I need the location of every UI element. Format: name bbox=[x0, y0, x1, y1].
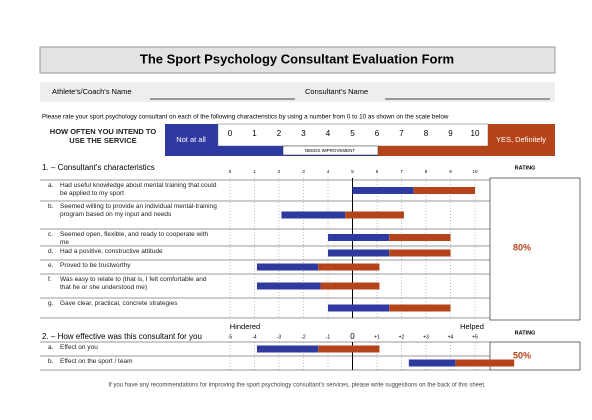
helped-label: Helped bbox=[460, 322, 484, 331]
scale-number: 10 bbox=[472, 169, 478, 174]
title: The Sport Psychology Consultant Evaluati… bbox=[140, 51, 454, 66]
item-text: Effect on you bbox=[60, 344, 98, 351]
item-text: Seemed willing to provide an individual … bbox=[60, 203, 217, 218]
scale-number: -2 bbox=[301, 334, 306, 340]
scale-number: 0 bbox=[350, 332, 355, 341]
item-text: Had a positive, constructive attitude bbox=[60, 248, 163, 255]
orange-range bbox=[389, 304, 451, 312]
orange-range bbox=[320, 282, 380, 290]
scale-number: 7 bbox=[400, 169, 403, 174]
title-box bbox=[39, 46, 556, 74]
name-box bbox=[40, 82, 555, 102]
low-box bbox=[165, 124, 218, 156]
scale-number: 10 bbox=[471, 129, 480, 138]
scale-number: -4 bbox=[252, 334, 257, 340]
item-letter: b. bbox=[48, 203, 54, 210]
scale-number: +5 bbox=[472, 334, 478, 340]
scale-number: +4 bbox=[448, 334, 454, 340]
rating: 50% bbox=[513, 350, 531, 360]
high-box bbox=[488, 124, 555, 156]
scale-number: 6 bbox=[375, 129, 380, 138]
scale-number: -1 bbox=[326, 334, 331, 340]
scale-number: 7 bbox=[399, 129, 404, 138]
section1-title: 1. – Consultant's characteristics bbox=[42, 163, 155, 172]
blue-range bbox=[281, 211, 346, 219]
item-letter: g. bbox=[48, 300, 54, 307]
scale-number: 8 bbox=[425, 169, 428, 174]
item-text: Effect on the sport / team bbox=[60, 358, 133, 365]
scale-number: 4 bbox=[326, 129, 331, 138]
rating: 80% bbox=[513, 242, 531, 252]
scale-number: 0 bbox=[228, 129, 233, 138]
middle-label: NEEDS IMPROVEMENT bbox=[305, 148, 356, 153]
item-letter: e. bbox=[48, 262, 54, 269]
scale-number: 1 bbox=[253, 169, 256, 174]
item-letter: a. bbox=[48, 344, 54, 351]
rating-label: RATING bbox=[515, 165, 536, 171]
item-text: Gave clear, practical, concrete strategi… bbox=[60, 300, 178, 307]
scale-number: 4 bbox=[327, 169, 330, 174]
item-letter: b. bbox=[48, 358, 54, 365]
orange-range bbox=[318, 345, 380, 353]
athlete-label: Athlete's/Coach's Name bbox=[52, 87, 132, 96]
blue-range bbox=[256, 282, 321, 290]
item-text: Was easy to relate to (that is, I felt c… bbox=[60, 276, 207, 291]
scale-number: 3 bbox=[301, 129, 306, 138]
scale-high-strip bbox=[378, 146, 488, 156]
item-letter: a. bbox=[48, 182, 54, 189]
scale-question: HOW OFTEN YOU INTEND TO USE THE SERVICE bbox=[49, 127, 157, 145]
item-letter: c. bbox=[48, 231, 54, 238]
item-letter: f. bbox=[48, 276, 52, 283]
scale-number: 9 bbox=[448, 129, 453, 138]
orange-range bbox=[455, 359, 515, 367]
scale-number: 1 bbox=[252, 129, 257, 138]
scale-number: +1 bbox=[374, 334, 380, 340]
high-label: YES, Definitely bbox=[496, 135, 546, 144]
orange-range bbox=[389, 234, 451, 241]
item-letter: d. bbox=[48, 248, 54, 255]
item-text: Had useful knowledge about mental traini… bbox=[60, 182, 217, 197]
blue-range bbox=[256, 263, 319, 271]
orange-range bbox=[318, 263, 380, 271]
scale-number: 3 bbox=[302, 169, 305, 174]
blue-range bbox=[408, 359, 456, 367]
orange-range bbox=[389, 249, 451, 257]
scale-number: 2 bbox=[278, 169, 281, 174]
blue-range bbox=[328, 304, 390, 312]
scale-number: 5 bbox=[351, 169, 354, 174]
scale-number: 9 bbox=[449, 169, 452, 174]
rating-label: RATING bbox=[515, 330, 536, 336]
blue-range bbox=[328, 249, 390, 257]
instruction: Please rate your sport psychology consul… bbox=[42, 114, 449, 121]
consultant-label: Consultant's Name bbox=[305, 87, 368, 96]
hindered-label: Hindered bbox=[230, 322, 260, 331]
footer: If you have any recommendations for impr… bbox=[108, 383, 486, 389]
item-text: Proved to be trustworthy bbox=[60, 262, 131, 269]
scale-number: -5 bbox=[228, 334, 233, 340]
orange-range bbox=[345, 211, 404, 219]
scale-number: 6 bbox=[376, 169, 379, 174]
scale-number: 2 bbox=[277, 129, 282, 138]
blue-range bbox=[352, 187, 414, 194]
item-text: Seemed open, flexible, and ready to coop… bbox=[60, 231, 209, 246]
rating-box bbox=[489, 177, 581, 321]
scale-number: 5 bbox=[350, 129, 355, 138]
section2-title: 2. – How effective was this consultant f… bbox=[42, 332, 202, 341]
scale-number: +3 bbox=[423, 334, 429, 340]
scale-number: +2 bbox=[399, 334, 405, 340]
middle-box bbox=[282, 145, 379, 156]
orange-range bbox=[413, 187, 475, 194]
scale-number: 8 bbox=[424, 129, 429, 138]
scale-number: -3 bbox=[277, 334, 282, 340]
blue-range bbox=[328, 234, 390, 241]
blue-range bbox=[256, 345, 319, 353]
low-label: Not at all bbox=[176, 135, 206, 144]
scale-number: 0 bbox=[229, 169, 232, 174]
